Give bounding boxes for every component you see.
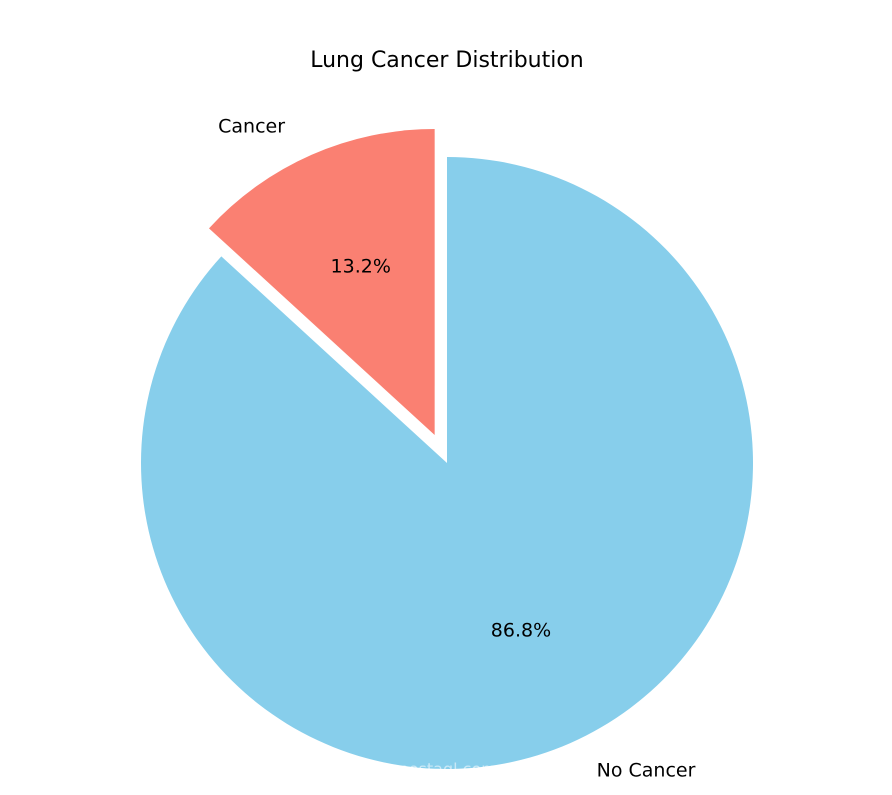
value-label: 86.8% [491, 620, 551, 642]
pie-slice [208, 128, 435, 435]
value-label: 13.2% [331, 255, 391, 277]
pie-slice [141, 157, 754, 769]
slice-label: No Cancer [597, 760, 696, 782]
slice-label: Cancer [218, 115, 285, 137]
chart-title: Lung Cancer Distribution [310, 48, 584, 73]
watermark: mostaql.com [393, 760, 497, 779]
